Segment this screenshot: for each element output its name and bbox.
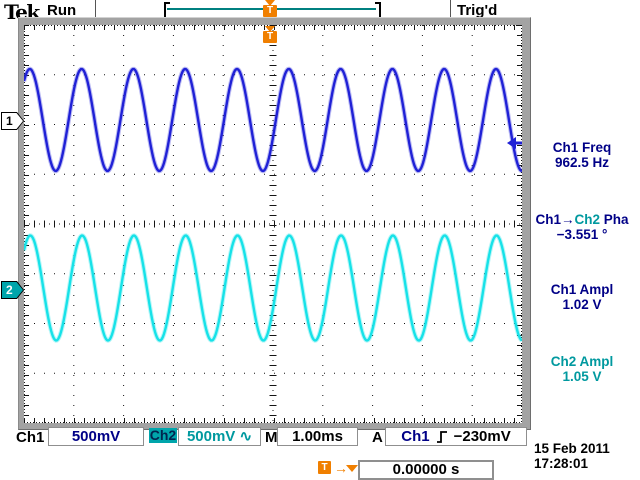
- phase-readout: Ch1→Ch2 Pha −3.551 °: [526, 212, 638, 242]
- trigger-position-icon: T: [263, 5, 277, 17]
- ch1-label: Ch1: [16, 429, 45, 446]
- trigger-position-arrow-icon: [265, 0, 275, 6]
- ch1-ampl-value: 1.02 V: [562, 297, 602, 312]
- phase-label-suffix: Pha: [600, 212, 629, 227]
- ch1-freq-value: 962.5 Hz: [554, 155, 610, 170]
- ch1-scale-box: 500mV: [48, 427, 144, 446]
- timebase-box: 1.00ms: [277, 427, 358, 446]
- ch2-ampl-readout: Ch2 Ampl 1.05 V: [526, 354, 638, 384]
- ch2-ampl-value: 1.05 V: [562, 369, 602, 384]
- timebase-label: M: [265, 429, 278, 446]
- header-separator: [95, 0, 96, 17]
- ch2-trace-glow: [24, 233, 522, 343]
- ch2-ground-marker: 2: [1, 281, 24, 299]
- ch2-label-chip: Ch2: [149, 427, 177, 443]
- ch1-freq-label: Ch1 Freq: [552, 140, 612, 155]
- phase-label-src: Ch1→: [535, 212, 575, 227]
- trigger-point-icon: T: [263, 31, 277, 43]
- ch2-ampl-label: Ch2 Ampl: [550, 354, 614, 369]
- phase-label-ref: Ch2: [574, 212, 600, 227]
- phase-value: −3.551 °: [556, 227, 608, 242]
- trigger-source: Ch1: [401, 428, 430, 445]
- graticule-display: [24, 25, 522, 423]
- trigger-time-marker-icon: [346, 465, 358, 472]
- trigger-status: Trig'd: [457, 2, 498, 19]
- ch1-ground-marker: 1: [1, 112, 24, 130]
- ch2-scale-box: 500mV ∿: [178, 427, 261, 446]
- ch1-trace: [24, 67, 522, 173]
- time-text: 17:28:01: [534, 456, 589, 471]
- trigger-mode-label: A: [372, 429, 383, 446]
- ch1-ampl-label: Ch1 Ampl: [550, 282, 614, 297]
- datetime: 15 Feb 2011 17:28:01: [534, 441, 640, 471]
- acquisition-state: Run: [47, 2, 77, 19]
- rising-edge-icon: [436, 430, 447, 443]
- header-separator: [450, 0, 451, 17]
- trigger-time-value: 0.00000 s: [358, 460, 494, 480]
- trigger-level-arrow-icon: [507, 137, 522, 149]
- ch1-freq-readout: Ch1 Freq 962.5 Hz: [526, 140, 638, 170]
- trigger-point-arrow-icon: [265, 26, 275, 32]
- date-text: 15 Feb 2011: [534, 441, 610, 456]
- ch1-ampl-readout: Ch1 Ampl 1.02 V: [526, 282, 638, 312]
- ch2-trace: [24, 234, 522, 342]
- ch2-marker-label: 2: [2, 282, 23, 298]
- trigger-time-t-icon: T: [318, 461, 331, 474]
- trigger-time-arrow-icon: →: [334, 460, 348, 476]
- phase-label: Ch1→Ch2 Pha: [526, 212, 638, 227]
- trigger-level: −230mV: [453, 428, 511, 445]
- ch1-marker-label: 1: [2, 113, 23, 129]
- trigger-info-box: Ch1 −230mV: [385, 427, 527, 446]
